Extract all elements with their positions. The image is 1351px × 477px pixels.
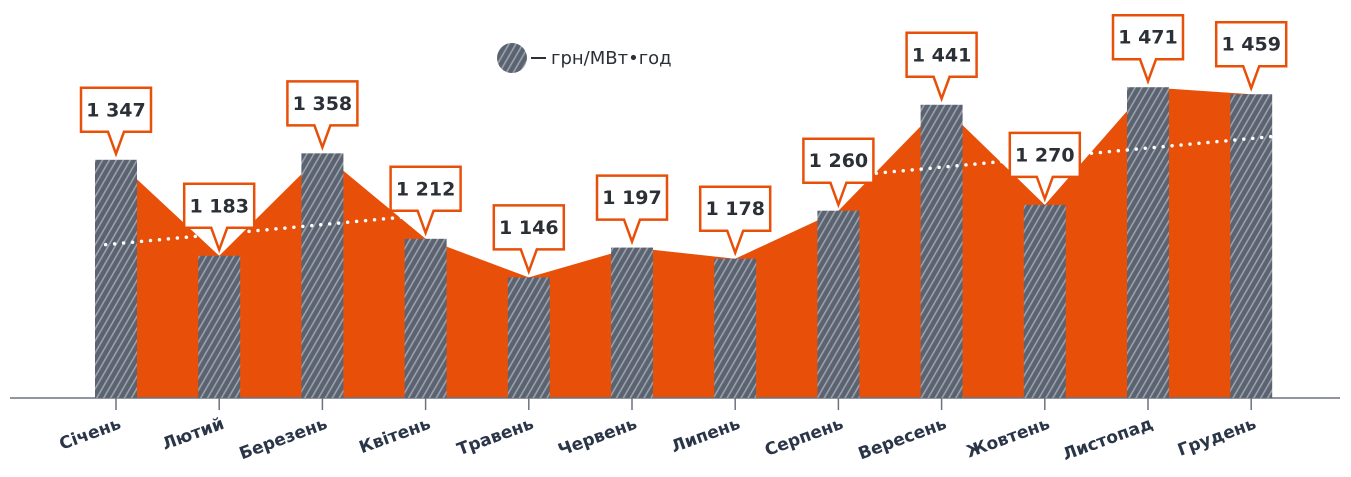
value-label: 1 260 bbox=[809, 150, 869, 172]
bar bbox=[95, 159, 137, 398]
callout bbox=[698, 185, 772, 257]
value-label: 1 358 bbox=[293, 93, 353, 115]
callout bbox=[905, 31, 978, 103]
callout bbox=[182, 182, 256, 254]
bar bbox=[817, 210, 860, 398]
x-tick-label: Квітень bbox=[357, 414, 434, 458]
x-tick-label: Травень bbox=[454, 414, 536, 460]
bar bbox=[1023, 204, 1066, 398]
bar bbox=[1230, 94, 1273, 398]
value-label: 1 197 bbox=[602, 187, 662, 209]
value-label: 1 459 bbox=[1221, 34, 1281, 56]
callout bbox=[389, 165, 462, 237]
x-tick-label: Серпень bbox=[762, 414, 846, 461]
legend-label: грн/МВт•год bbox=[551, 48, 672, 69]
x-tick-label: Листопад bbox=[1060, 414, 1156, 465]
bar bbox=[611, 247, 653, 398]
bar bbox=[301, 153, 344, 398]
bar bbox=[507, 277, 550, 398]
value-label: 1 178 bbox=[705, 198, 765, 220]
value-label: 1 471 bbox=[1118, 27, 1178, 49]
callout bbox=[286, 80, 359, 152]
bar bbox=[920, 104, 963, 399]
callout bbox=[79, 86, 153, 158]
value-label: 1 183 bbox=[189, 195, 249, 217]
value-label: 1 270 bbox=[1015, 144, 1075, 166]
x-tick-label: Вересень bbox=[856, 414, 950, 464]
callout bbox=[1214, 20, 1288, 92]
x-tick-label: Червень bbox=[556, 414, 640, 461]
x-tick-label: Жовтень bbox=[964, 414, 1053, 463]
value-label: 1 212 bbox=[396, 178, 456, 200]
bar bbox=[404, 238, 447, 398]
bar bbox=[1127, 87, 1169, 398]
x-tick-label: Лютий bbox=[160, 414, 227, 455]
callout bbox=[595, 174, 669, 246]
bar bbox=[198, 255, 241, 398]
x-tick-label: Липень bbox=[669, 414, 743, 457]
value-label: 1 441 bbox=[912, 44, 972, 66]
x-tick-label: Березень bbox=[237, 414, 330, 464]
x-tick-label: Січень bbox=[57, 414, 124, 455]
legend: грн/МВт•год bbox=[497, 43, 672, 73]
bar bbox=[714, 258, 757, 398]
callout bbox=[1111, 13, 1185, 85]
x-tick-label: Грудень bbox=[1175, 414, 1259, 461]
callout bbox=[802, 137, 875, 209]
callout bbox=[1008, 131, 1082, 203]
trendline bbox=[103, 134, 1274, 247]
legend-swatch bbox=[497, 43, 527, 73]
value-label: 1 347 bbox=[86, 99, 146, 121]
value-label: 1 146 bbox=[499, 217, 559, 239]
callout bbox=[492, 204, 566, 276]
